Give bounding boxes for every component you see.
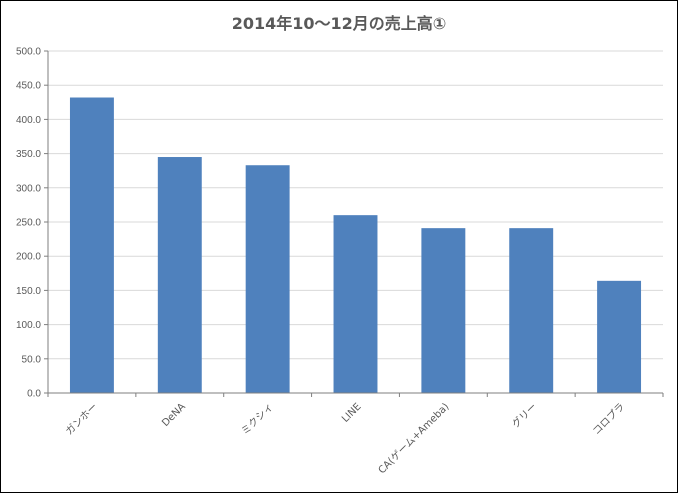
x-category-label: CA(ゲーム+Ameba) xyxy=(376,401,452,477)
bars xyxy=(69,97,642,394)
y-tick-label: 400.0 xyxy=(16,115,41,126)
x-category-label: コロプラ xyxy=(590,401,627,438)
y-tick-label: 500.0 xyxy=(16,47,41,58)
y-tick-label: 250.0 xyxy=(16,218,41,229)
bar-6 xyxy=(509,228,554,393)
y-tick-labels: 0.0 50.0 100.0 150.0 200.0 250.0 300.0 350.0 400… xyxy=(16,47,41,400)
y-tick-label: 150.0 xyxy=(16,286,41,297)
y-tick-label: 200.0 xyxy=(16,252,41,263)
x-category-label: グリー xyxy=(509,400,539,430)
x-category-label: ミクシィ xyxy=(239,401,276,438)
bar-4 xyxy=(333,215,378,393)
bar-1 xyxy=(69,97,114,394)
y-tick-label: 350.0 xyxy=(16,149,41,160)
bar-3 xyxy=(245,165,290,393)
y-tick-label: 50.0 xyxy=(22,354,42,365)
bar-2 xyxy=(157,157,202,393)
bar-7 xyxy=(597,280,642,393)
y-tick-label: 100.0 xyxy=(16,320,41,331)
x-category-label: ガンホー xyxy=(63,401,100,438)
x-category-label: DeNA xyxy=(160,401,188,429)
y-tick-label: 450.0 xyxy=(16,81,41,92)
chart-title: 2014年10〜12月の売上高① xyxy=(231,14,447,33)
y-tick-label: 300.0 xyxy=(16,183,41,194)
x-category-label: LINE xyxy=(340,401,364,425)
bar-5 xyxy=(421,228,466,393)
x-category-labels: ガンホー DeNA ミクシィ LINE CA(ゲーム+Ameba) グリー コロプラ xyxy=(63,400,627,476)
axes xyxy=(44,50,664,397)
y-tick-label: 0.0 xyxy=(27,389,41,400)
